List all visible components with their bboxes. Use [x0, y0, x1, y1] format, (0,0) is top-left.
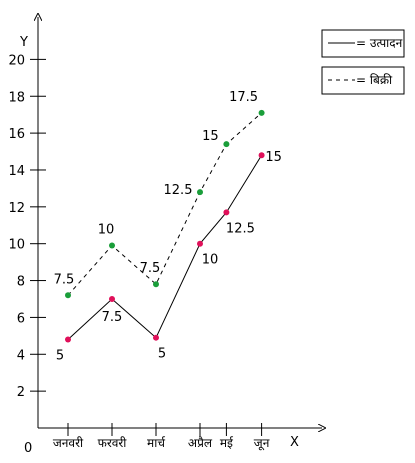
data-label: 10	[98, 223, 115, 238]
y-tick-label: 20	[8, 53, 25, 68]
data-point	[109, 295, 115, 302]
y-tick-label: 6	[17, 311, 25, 326]
legend-box-production	[321, 29, 405, 58]
x-ticks: जनवरी फरवरी मार्च अप्रैल मई जून	[53, 423, 270, 451]
y-axis-name: Y	[19, 35, 28, 50]
y-tick-label: 10	[8, 238, 25, 253]
legend-label-production: = उत्पादन	[356, 36, 403, 50]
y-tick-label: 12	[8, 201, 25, 216]
x-tick-label: मार्च	[147, 436, 166, 450]
data-point	[258, 152, 265, 159]
data-point	[153, 281, 159, 288]
data-point	[197, 189, 203, 196]
data-label: 7.5	[54, 272, 75, 287]
legend-box-sales	[321, 66, 405, 95]
data-point	[223, 141, 230, 148]
legend-label-sales: = बिक्री	[356, 73, 393, 87]
x-tick-label: अप्रैल	[188, 436, 213, 450]
y-tick-label: 16	[8, 127, 25, 142]
series-line	[67, 112, 262, 296]
y-tick-label: 4	[17, 348, 25, 363]
data-point	[65, 336, 71, 343]
y-tick-label: 8	[17, 275, 25, 290]
y-tick-label: 18	[8, 90, 25, 105]
data-point	[197, 240, 203, 247]
legend: = उत्पादन = बिक्री	[321, 29, 405, 95]
y-ticks: 2 4 6 8 10 12 14 16 18 20	[8, 53, 46, 400]
data-label: 5	[56, 349, 64, 364]
x-tick-label: फरवरी	[98, 436, 128, 450]
data-label: 12.5	[226, 221, 255, 236]
data-point	[109, 242, 115, 249]
data-label: 10	[202, 253, 219, 268]
x-tick-label: जून	[254, 436, 270, 451]
data-label: 12.5	[164, 183, 193, 198]
data-point	[65, 292, 71, 299]
data-label: 7.5	[140, 261, 161, 276]
origin-label: 0	[24, 441, 32, 456]
data-point	[258, 109, 265, 116]
series-sales: 7.5 10 7.5 12.5 15 17.5	[54, 90, 265, 299]
data-label: 7.5	[102, 310, 123, 325]
x-tick-label: जनवरी	[53, 436, 84, 450]
series-layer: 5 7.5 5 10 12.5 15 7.5 10 7.5 12.5 15 17.5	[54, 90, 282, 364]
y-tick-label: 14	[8, 164, 25, 179]
data-label: 17.5	[229, 90, 258, 105]
x-axis-name: X	[290, 435, 299, 450]
data-point	[153, 334, 159, 341]
series-line	[67, 154, 263, 340]
series-production: 5 7.5 5 10 12.5 15	[56, 150, 282, 363]
data-label: 15	[265, 150, 282, 165]
y-tick-label: 2	[17, 385, 25, 400]
data-point	[223, 209, 230, 216]
x-tick-label: मई	[220, 436, 234, 450]
axes: Y X 0	[19, 17, 322, 456]
data-label: 15	[202, 129, 219, 144]
data-label: 5	[158, 347, 166, 362]
